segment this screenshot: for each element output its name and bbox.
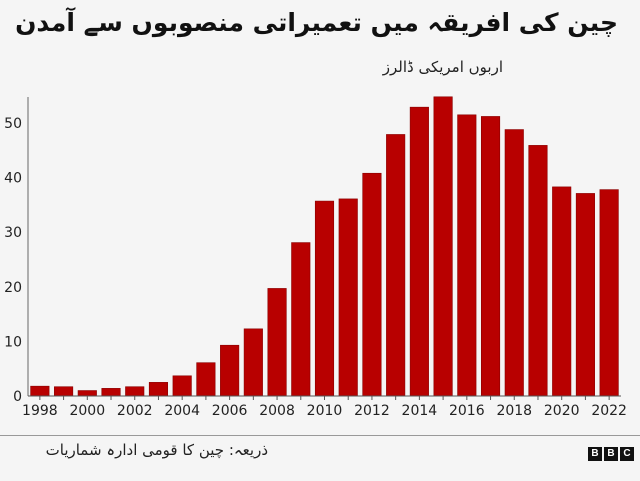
bar-2019 [528, 145, 548, 397]
bbc-logo: B B C [588, 447, 634, 461]
bar-2004 [172, 375, 192, 397]
bar-2014 [409, 106, 429, 397]
bar-2015 [433, 96, 453, 397]
bar-1998 [30, 385, 50, 397]
bar-2007 [243, 328, 263, 397]
y-tick-label: 30 [4, 225, 22, 241]
x-tick-label: 2014 [402, 403, 438, 419]
bar-2000 [77, 390, 97, 397]
bar-2006 [220, 344, 240, 397]
bar-chart: 1998 2000 2002 2004 2006 2008 2010 2012 2014 2016… [4, 96, 627, 419]
x-tick-label: 2004 [164, 403, 200, 419]
bar-2021 [575, 193, 595, 397]
bar-2002 [125, 386, 145, 397]
x-tick-label: 2020 [544, 403, 580, 419]
bar-2005 [196, 362, 216, 397]
chart-subtitle: اربوں امریکی ڈالرز [382, 58, 503, 76]
y-tick-label: 20 [4, 280, 22, 296]
x-tick-label: 2018 [496, 403, 532, 419]
x-tick-label: 2002 [117, 403, 153, 419]
x-tick-label: 2006 [212, 403, 248, 419]
bar-2017 [480, 116, 501, 397]
bar-2012 [362, 172, 382, 397]
bar-2020 [552, 186, 572, 397]
x-tick-label: 2000 [69, 403, 105, 419]
bbc-logo-letter: C [620, 447, 634, 461]
bar-2009 [291, 242, 311, 397]
x-tick-label: 2016 [449, 403, 485, 419]
source-note: ذریعہ: چین کا قومی ادارہ شماریات [45, 441, 268, 459]
footer-divider [0, 435, 640, 436]
y-tick-label: 40 [4, 171, 22, 187]
y-tick-label: 50 [4, 116, 22, 132]
y-tick-label: 10 [4, 334, 22, 350]
x-tick-label: 2008 [259, 403, 295, 419]
x-tick-label: 1998 [22, 403, 58, 419]
x-tick-label: 2022 [591, 403, 627, 419]
bar-2018 [504, 129, 524, 397]
chart-title: چین کی افریقہ میں تعمیراتی منصوبوں سے آم… [15, 8, 618, 37]
bar-2022 [599, 189, 619, 397]
y-tick-label: 0 [13, 389, 22, 405]
bar-2011 [338, 198, 358, 397]
bbc-logo-letter: B [588, 447, 602, 461]
x-tick-label: 2010 [307, 403, 343, 419]
x-tick-label: 2012 [354, 403, 390, 419]
bar-2013 [386, 134, 406, 397]
bar-2010 [314, 200, 335, 397]
bar-1999 [54, 386, 74, 397]
bbc-logo-letter: B [604, 447, 618, 461]
bar-2003 [148, 382, 169, 397]
bar-2008 [267, 288, 287, 397]
bar-2001 [101, 388, 121, 397]
bar-2016 [457, 114, 477, 397]
